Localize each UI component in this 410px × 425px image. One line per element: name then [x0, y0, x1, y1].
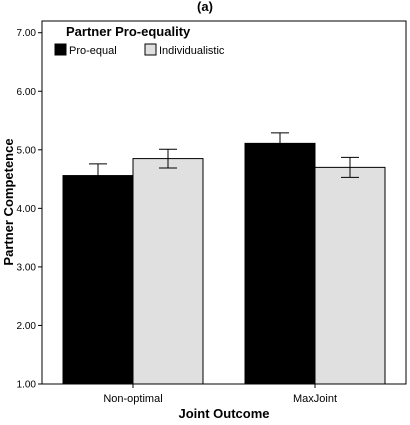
y-tick-label: 7.00: [17, 28, 37, 39]
bar: [244, 142, 316, 385]
x-axis: Non-optimal MaxJoint: [103, 384, 337, 405]
legend-label: Individualistic: [159, 45, 225, 57]
bar: [132, 158, 204, 385]
y-tick-label: 1.00: [17, 380, 37, 391]
y-tick-label: 5.00: [17, 145, 37, 156]
plot-frame: [41, 20, 407, 385]
legend: Partner Pro-equality Pro-equal Individual…: [54, 24, 225, 57]
x-tick-label: MaxJoint: [293, 393, 337, 405]
y-tick-label: 6.00: [17, 87, 37, 98]
chart-title: (a): [197, 0, 213, 14]
y-axis: 1.00 2.00 3.00 4.00 5.00 6.00 7.00: [17, 28, 42, 391]
y-tick-label: 2.00: [17, 321, 37, 332]
legend-swatch: [54, 43, 67, 56]
y-axis-title: Partner Competence: [1, 138, 16, 265]
x-tick-label: Non-optimal: [103, 393, 162, 405]
legend-title: Partner Pro-equality: [66, 24, 191, 39]
bars-group: [62, 132, 386, 385]
legend-label: Pro-equal: [69, 45, 117, 57]
x-axis-title: Joint Outcome: [178, 406, 269, 421]
y-tick-label: 3.00: [17, 262, 37, 273]
y-tick-label: 4.00: [17, 204, 37, 215]
bar: [314, 166, 386, 385]
legend-items: Pro-equal Individualistic: [54, 43, 225, 57]
bar: [62, 175, 134, 385]
legend-swatch: [144, 43, 157, 56]
